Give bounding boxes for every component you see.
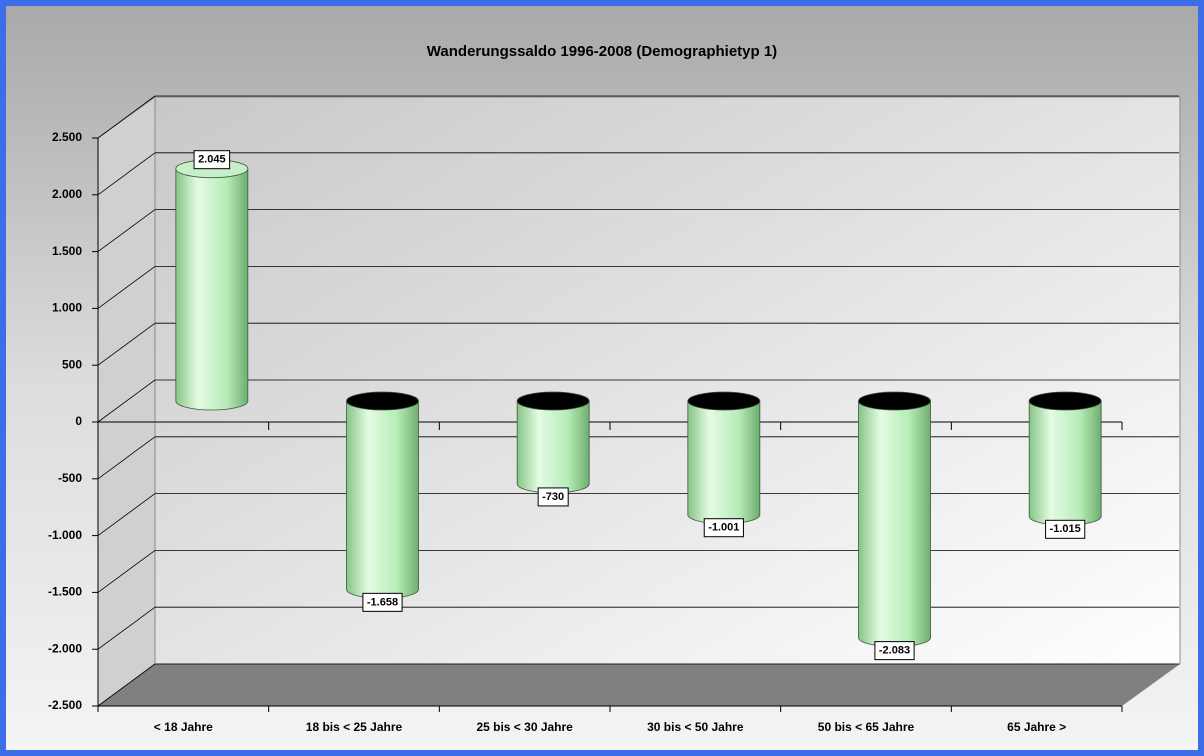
data-label-box — [1045, 519, 1086, 539]
data-label-box — [874, 641, 915, 661]
data-label: 2.045 — [198, 154, 226, 166]
grid-line — [97, 493, 156, 536]
y-tick-label: -2.000 — [48, 641, 82, 655]
bar — [516, 391, 590, 494]
bar — [346, 391, 419, 599]
x-tick-label: < 18 Jahre — [154, 720, 213, 734]
grid-line — [97, 606, 156, 650]
bar — [175, 159, 249, 411]
x-tick-label: 25 bis < 30 Jahre — [476, 720, 573, 734]
bar — [1028, 391, 1102, 526]
grid-line — [97, 379, 156, 423]
y-tick-label: 1.500 — [52, 244, 82, 258]
y-tick-label: -1.000 — [48, 528, 82, 542]
y-tick-label: -500 — [58, 471, 82, 485]
data-label: -1.658 — [367, 596, 398, 608]
data-label: -1.015 — [1050, 523, 1081, 535]
bar — [687, 391, 761, 525]
chart-title: Wanderungssaldo 1996-2008 (Demographiety… — [427, 43, 777, 60]
x-tick-label: 50 bis < 65 Jahre — [818, 720, 915, 734]
y-tick-label: 0 — [75, 414, 82, 428]
data-label: -730 — [542, 491, 564, 503]
y-tick-label: 2.500 — [52, 130, 82, 144]
y-tick-label: 2.000 — [52, 187, 82, 201]
data-label-box — [703, 518, 744, 538]
grid-line — [97, 266, 156, 309]
floor — [98, 664, 1180, 706]
grid-line — [97, 550, 156, 593]
back-wall — [154, 96, 1181, 665]
x-tick-label: 65 Jahre > — [1007, 720, 1066, 734]
y-tick-label: 1.000 — [52, 301, 82, 315]
grid-line — [97, 436, 156, 480]
x-tick-label: 18 bis < 25 Jahre — [306, 720, 403, 734]
grid-line — [97, 152, 156, 196]
y-tick-label: -1.500 — [48, 585, 82, 599]
grid-line — [97, 209, 156, 252]
x-tick-label: 30 bis < 50 Jahre — [647, 720, 744, 734]
bar — [858, 391, 931, 648]
y-tick-label: 500 — [62, 357, 82, 371]
data-label-box — [537, 487, 569, 507]
data-label: -1.001 — [708, 522, 739, 534]
data-label-box — [362, 592, 403, 612]
y-tick-label: -2.500 — [48, 698, 82, 712]
data-label-box — [193, 150, 231, 170]
data-label: -2.083 — [879, 645, 910, 657]
grid-line — [97, 322, 156, 366]
grid-line — [97, 663, 156, 707]
grid-line — [97, 95, 156, 139]
